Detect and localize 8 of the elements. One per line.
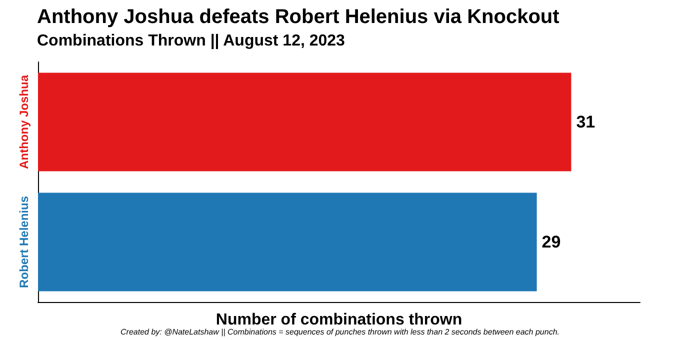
- chart-subtitle: Combinations Thrown || August 12, 2023: [37, 32, 346, 50]
- chart-title: Anthony Joshua defeats Robert Helenius via Knockout: [37, 6, 560, 28]
- x-axis-title: Number of combinations thrown: [216, 312, 462, 328]
- y-tick-label: Robert Helenius: [17, 196, 31, 288]
- data-label: 29: [542, 232, 561, 252]
- data-label: 31: [576, 112, 596, 132]
- y-tick-label: Anthony Joshua: [17, 74, 31, 170]
- text: Created by: @NateLatshaw || Combinations = sequences of punches thrown with less than 2 seconds between each punch.: [120, 328, 560, 336]
